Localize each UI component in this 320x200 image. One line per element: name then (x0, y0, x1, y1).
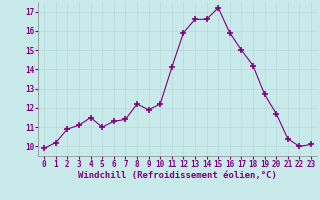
X-axis label: Windchill (Refroidissement éolien,°C): Windchill (Refroidissement éolien,°C) (78, 171, 277, 180)
